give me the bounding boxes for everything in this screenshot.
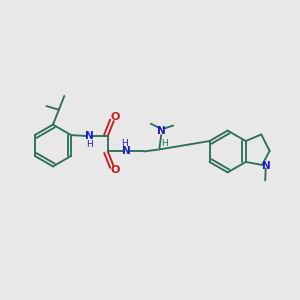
Text: N: N: [158, 126, 166, 136]
Text: H: H: [122, 139, 128, 148]
Text: N: N: [122, 146, 131, 157]
Text: H: H: [86, 140, 93, 148]
Text: N: N: [262, 161, 271, 171]
Text: O: O: [111, 165, 120, 175]
Text: H: H: [161, 139, 168, 148]
Text: N: N: [85, 131, 93, 141]
Text: O: O: [111, 112, 120, 122]
